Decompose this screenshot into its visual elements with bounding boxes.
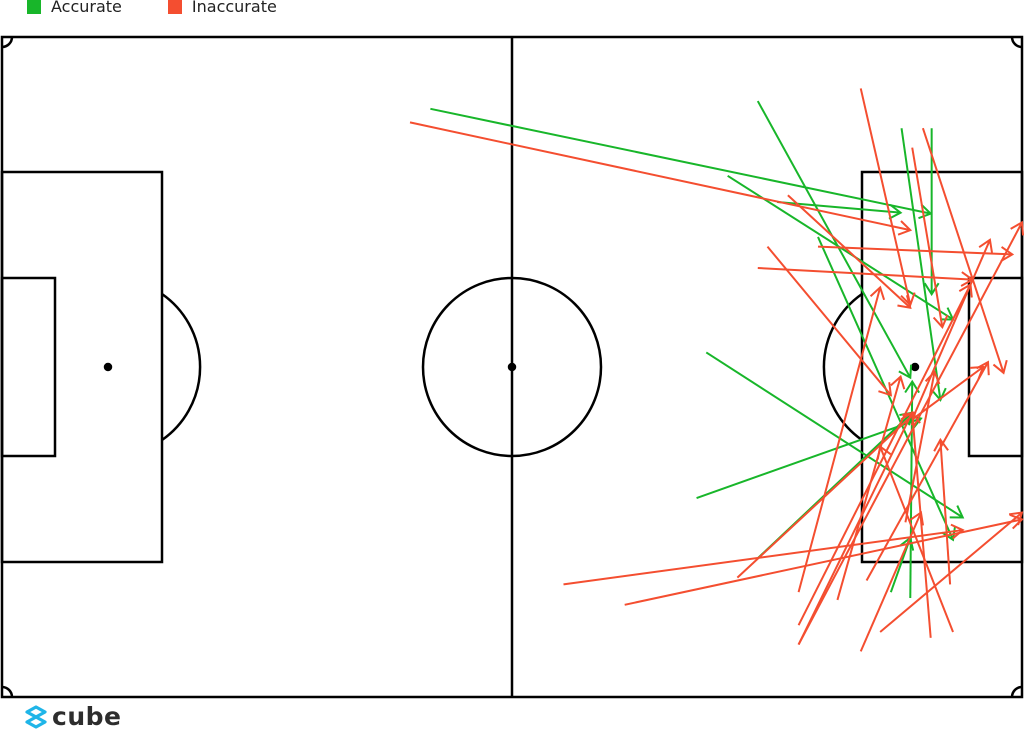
legend-swatch-accurate — [27, 0, 41, 14]
corner-arc-bl — [1, 685, 14, 698]
legend-label-inaccurate: Inaccurate — [191, 0, 277, 16]
accurate-pass-arrow-0 — [430, 107, 933, 220]
corner-arc-br — [1010, 685, 1023, 698]
inaccurate-pass-arrow-10 — [624, 513, 1024, 606]
cube-logo-text: cube — [52, 702, 122, 731]
legend-item-inaccurate: Inaccurate — [167, 0, 277, 16]
cube-logo: cube — [24, 702, 121, 731]
legend: Accurate Inaccurate — [27, 0, 323, 16]
inaccurate-pass-arrow-6 — [787, 194, 912, 310]
inaccurate-pass-arrow-15 — [797, 410, 915, 646]
inaccurate-pass-arrow-9 — [563, 523, 965, 586]
inaccurate-pass-arrow-1 — [859, 88, 916, 307]
left-penalty-spot — [103, 362, 113, 372]
accurate-pass-arrow-7 — [696, 414, 923, 499]
inaccurate-pass-arrow-22 — [836, 374, 906, 601]
inaccurate-pass-arrow-2 — [921, 127, 1008, 375]
inaccurate-pass-arrow-7 — [766, 246, 893, 397]
inaccurate-pass-arrow-23 — [904, 370, 941, 523]
cube-logo-icon — [25, 704, 47, 729]
legend-item-accurate: Accurate — [27, 0, 122, 16]
pitch — [0, 35, 1024, 699]
inaccurate-pass-arrow-17 — [797, 285, 886, 593]
left-penalty-arc — [161, 292, 202, 442]
inaccurate-pass-arrow-24 — [865, 360, 990, 582]
inaccurate-pass-arrow-14 — [859, 510, 925, 652]
legend-label-accurate: Accurate — [51, 0, 122, 16]
accurate-pass-arrow-5 — [900, 128, 947, 402]
right-six-yard-box — [967, 276, 1024, 458]
right-penalty-arc — [822, 292, 863, 442]
centre-spot — [507, 362, 517, 372]
corner-arc-tl — [1, 36, 14, 49]
centre-circle — [421, 276, 603, 458]
inaccurate-pass-arrow-4 — [817, 245, 1015, 262]
inaccurate-pass-arrow-11 — [879, 511, 1024, 633]
inaccurate-pass-arrow-5 — [757, 267, 975, 287]
left-six-yard-box — [0, 276, 57, 458]
accurate-pass-arrow-2 — [756, 100, 913, 380]
corner-arc-tr — [1010, 36, 1023, 49]
inaccurate-pass-arrow-3 — [911, 147, 949, 330]
inaccurate-pass-arrow-18 — [797, 282, 973, 626]
inaccurate-pass-arrow-0 — [409, 121, 913, 236]
inaccurate-pass-arrow-8 — [797, 220, 1024, 646]
legend-swatch-inaccurate — [167, 0, 182, 14]
left-penalty-area — [0, 170, 164, 564]
right-penalty-spot — [910, 362, 920, 372]
inaccurate-pass-arrow-16 — [736, 411, 917, 579]
inaccurate-pass-arrow-19 — [933, 437, 952, 585]
inaccurate-pass-arrow-13 — [876, 444, 954, 633]
inaccurate-pass-arrow-20 — [911, 238, 993, 420]
inaccurate-pass-arrow-21 — [911, 365, 985, 421]
passes — [409, 88, 1024, 652]
accurate-pass-arrow-6 — [705, 351, 965, 519]
